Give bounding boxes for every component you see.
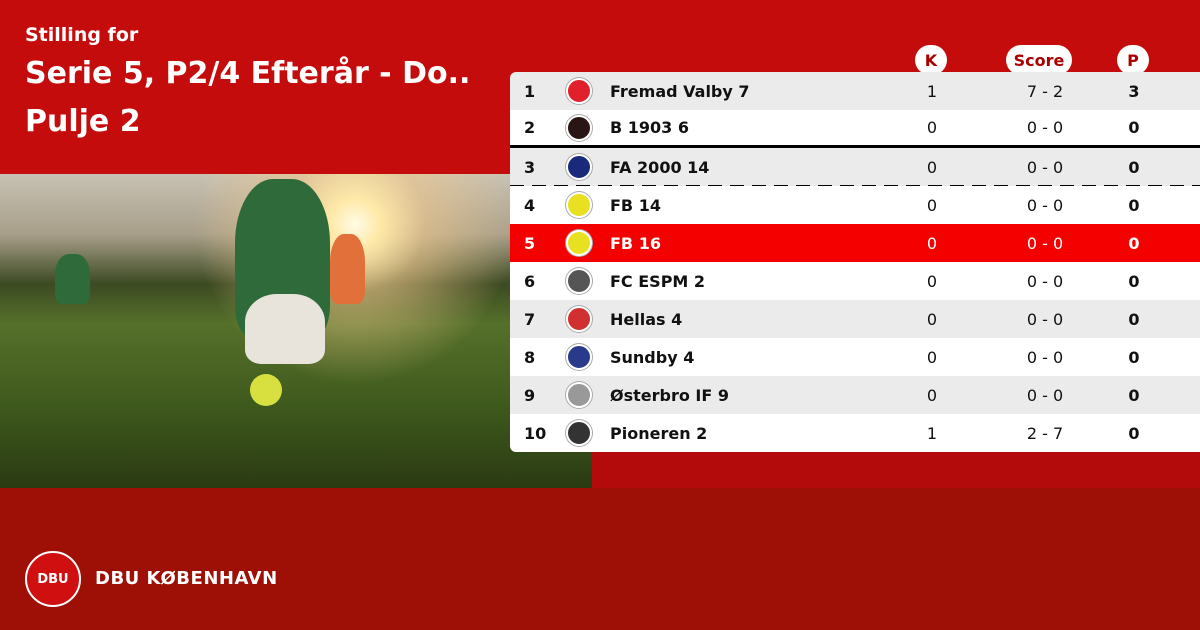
- matches-played: 0: [926, 195, 938, 215]
- table-row[interactable]: 1 Fremad Valby 7 1 7 - 2 3: [510, 72, 1200, 110]
- team-name[interactable]: FB 16: [610, 233, 661, 253]
- team-logo-icon: [566, 382, 592, 408]
- matches-played: 1: [926, 81, 938, 101]
- matches-played: 0: [926, 309, 938, 329]
- team-logo-icon: [566, 154, 592, 180]
- team-name[interactable]: Østerbro IF 9: [610, 385, 730, 405]
- table-row[interactable]: 9 Østerbro IF 9 0 0 - 0 0: [510, 376, 1200, 414]
- team-logo-icon: [566, 268, 592, 294]
- points: 0: [1128, 233, 1140, 253]
- team-logo-icon: [566, 192, 592, 218]
- team-name[interactable]: FA 2000 14: [610, 157, 710, 177]
- league-title: Serie 5, P2/4 Efterår - Do..: [25, 56, 471, 91]
- table-row[interactable]: 2 B 1903 6 0 0 - 0 0: [510, 110, 1200, 148]
- table-row[interactable]: 10 Pioneren 2 1 2 - 7 0: [510, 414, 1200, 452]
- position: 4: [524, 195, 536, 215]
- team-name[interactable]: FB 14: [610, 195, 661, 215]
- team-logo-icon: [566, 306, 592, 332]
- points: 0: [1128, 423, 1140, 443]
- position: 9: [524, 385, 536, 405]
- column-header-p: P: [1117, 45, 1149, 75]
- score: 0 - 0: [1026, 271, 1064, 291]
- org-name: DBU KØBENHAVN: [95, 568, 278, 589]
- team-logo-icon: [566, 230, 592, 256]
- position: 2: [524, 118, 536, 137]
- position: 3: [524, 157, 536, 177]
- position: 6: [524, 271, 536, 291]
- score: 0 - 0: [1026, 233, 1064, 253]
- team-logo-icon: [566, 420, 592, 446]
- points: 0: [1128, 157, 1140, 177]
- score: 0 - 0: [1026, 157, 1064, 177]
- team-name[interactable]: Fremad Valby 7: [610, 81, 750, 101]
- matches-played: 0: [926, 157, 938, 177]
- team-logo-icon: [566, 114, 592, 141]
- score: 7 - 2: [1026, 81, 1064, 101]
- position: 7: [524, 309, 536, 329]
- points: 0: [1128, 309, 1140, 329]
- table-row[interactable]: 4 FB 14 0 0 - 0 0: [510, 186, 1200, 224]
- subtitle: Stilling for: [25, 24, 139, 46]
- position: 8: [524, 347, 536, 367]
- table-row[interactable]: 8 Sundby 4 0 0 - 0 0: [510, 338, 1200, 376]
- pool-title: Pulje 2: [25, 104, 141, 139]
- matches-played: 1: [926, 423, 938, 443]
- points: 0: [1128, 118, 1140, 137]
- points: 0: [1128, 385, 1140, 405]
- points: 0: [1128, 195, 1140, 215]
- points: 0: [1128, 347, 1140, 367]
- team-name[interactable]: Sundby 4: [610, 347, 695, 367]
- score: 0 - 0: [1026, 309, 1064, 329]
- matches-played: 0: [926, 118, 938, 137]
- position: 10: [524, 423, 547, 443]
- matches-played: 0: [926, 271, 938, 291]
- matches-played: 0: [926, 385, 938, 405]
- table-row[interactable]: 3 FA 2000 14 0 0 - 0 0: [510, 148, 1200, 188]
- score: 0 - 0: [1026, 347, 1064, 367]
- score: 0 - 0: [1026, 385, 1064, 405]
- points: 3: [1128, 81, 1140, 101]
- team-name[interactable]: Pioneren 2: [610, 423, 708, 443]
- team-logo-icon: [566, 78, 592, 104]
- points: 0: [1128, 271, 1140, 291]
- matches-played: 0: [926, 347, 938, 367]
- score: 0 - 0: [1026, 118, 1064, 137]
- team-logo-icon: [566, 344, 592, 370]
- table-row[interactable]: 5 FB 16 0 0 - 0 0: [510, 224, 1200, 262]
- score: 0 - 0: [1026, 195, 1064, 215]
- team-name[interactable]: FC ESPM 2: [610, 271, 706, 291]
- score: 2 - 7: [1026, 423, 1064, 443]
- team-name[interactable]: Hellas 4: [610, 309, 683, 329]
- football-photo: [0, 174, 592, 488]
- column-header-k: K: [915, 45, 947, 75]
- table-row[interactable]: 7 Hellas 4 0 0 - 0 0: [510, 300, 1200, 338]
- table-row[interactable]: 6 FC ESPM 2 0 0 - 0 0: [510, 262, 1200, 300]
- team-name[interactable]: B 1903 6: [610, 118, 689, 137]
- decorative-pattern: [592, 452, 1200, 488]
- column-header-score: Score: [1006, 45, 1072, 75]
- dbu-logo: DBU: [25, 551, 81, 607]
- position: 5: [524, 233, 536, 253]
- matches-played: 0: [926, 233, 938, 253]
- position: 1: [524, 81, 536, 101]
